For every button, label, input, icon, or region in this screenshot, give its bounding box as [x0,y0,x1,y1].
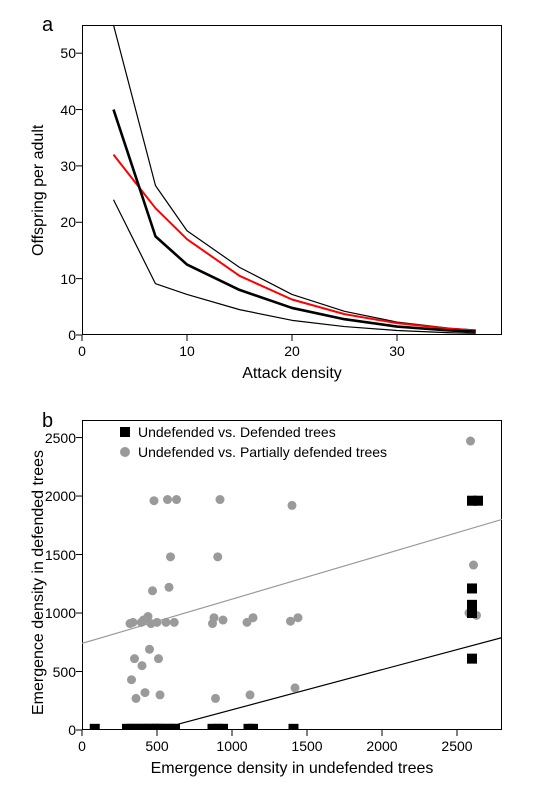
figure: a b 010203001020304050Attack densityOffs… [0,0,537,790]
scatter-point-black [289,724,299,734]
y-axis-title: Emergence density in defended trees [30,450,48,715]
x-tick-label: 500 [145,738,168,754]
panel-a-label: a [42,14,53,37]
legend-marker [120,447,130,457]
panel-a [82,25,502,335]
scatter-point-grey [130,654,139,663]
scatter-point-grey [469,561,478,570]
scatter-point-grey [246,690,255,699]
plot-area [82,420,502,730]
scatter-point-grey [145,645,154,654]
y-tick-label: 2500 [38,430,76,446]
scatter-point-grey [153,618,162,627]
x-tick-label: 2500 [441,738,472,754]
scatter-point-grey [211,694,220,703]
x-tick-label: 0 [78,738,86,754]
legend-item: Undefended vs. Partially defended trees [120,442,387,462]
scatter-point-grey [163,495,172,504]
x-tick-label: 20 [284,343,300,359]
y-tick-label: 30 [54,158,76,174]
legend: Undefended vs. Defended trees Undefended … [120,422,387,462]
y-tick-label: 500 [46,664,76,680]
scatter-point-grey [291,683,300,692]
legend-marker [120,427,130,437]
y-tick-label: 0 [62,722,76,738]
scatter-point-grey [249,613,258,622]
x-tick-label: 30 [389,343,405,359]
scatter-point-grey [219,616,228,625]
scatter-point-grey [165,583,174,592]
x-tick-label: 1000 [216,738,247,754]
scatter-point-grey [132,694,141,703]
x-tick-label: 1500 [291,738,322,754]
scatter-point-black [90,724,100,734]
scatter-point-grey [210,613,219,622]
scatter-point-black [170,724,180,734]
y-tick-label: 0 [62,327,76,343]
scatter-point-grey [129,618,138,627]
scatter-point-grey [466,437,475,446]
series-line [114,155,476,331]
series-line [114,25,476,330]
x-tick-label: 0 [78,343,86,359]
scatter-point-grey [150,496,159,505]
legend-label: Undefended vs. Defended trees [138,424,336,440]
legend-item: Undefended vs. Defended trees [120,422,387,442]
scatter-point-grey [166,552,175,561]
scatter-point-grey [138,661,147,670]
scatter-point-grey [154,654,163,663]
scatter-point-grey [141,688,150,697]
scatter-point-grey [213,552,222,561]
scatter-point-grey [172,495,181,504]
x-tick-label: 2000 [366,738,397,754]
scatter-point-black [473,496,483,506]
y-axis-title: Offspring per adult [30,125,48,256]
x-axis-title: Emergence density in undefended trees [82,760,502,778]
legend-label: Undefended vs. Partially defended trees [138,444,387,460]
scatter-point-grey [148,586,157,595]
y-tick-label: 10 [54,271,76,287]
y-tick-label: 20 [54,214,76,230]
x-tick-label: 10 [179,343,195,359]
y-tick-label: 40 [54,102,76,118]
scatter-point-black [467,600,477,610]
scatter-point-grey [127,675,136,684]
scatter-point-grey [162,618,171,627]
scatter-point-grey [294,613,303,622]
panel-b [82,420,502,730]
scatter-point-grey [170,618,179,627]
scatter-point-black [467,583,477,593]
y-tick-label: 50 [54,45,76,61]
plot-area [82,25,502,335]
x-axis-title: Attack density [82,365,502,383]
scatter-point-grey [216,495,225,504]
scatter-point-black [248,724,258,734]
scatter-point-black [218,724,228,734]
scatter-point-black [467,654,477,664]
scatter-point-grey [288,501,297,510]
scatter-point-grey [156,690,165,699]
